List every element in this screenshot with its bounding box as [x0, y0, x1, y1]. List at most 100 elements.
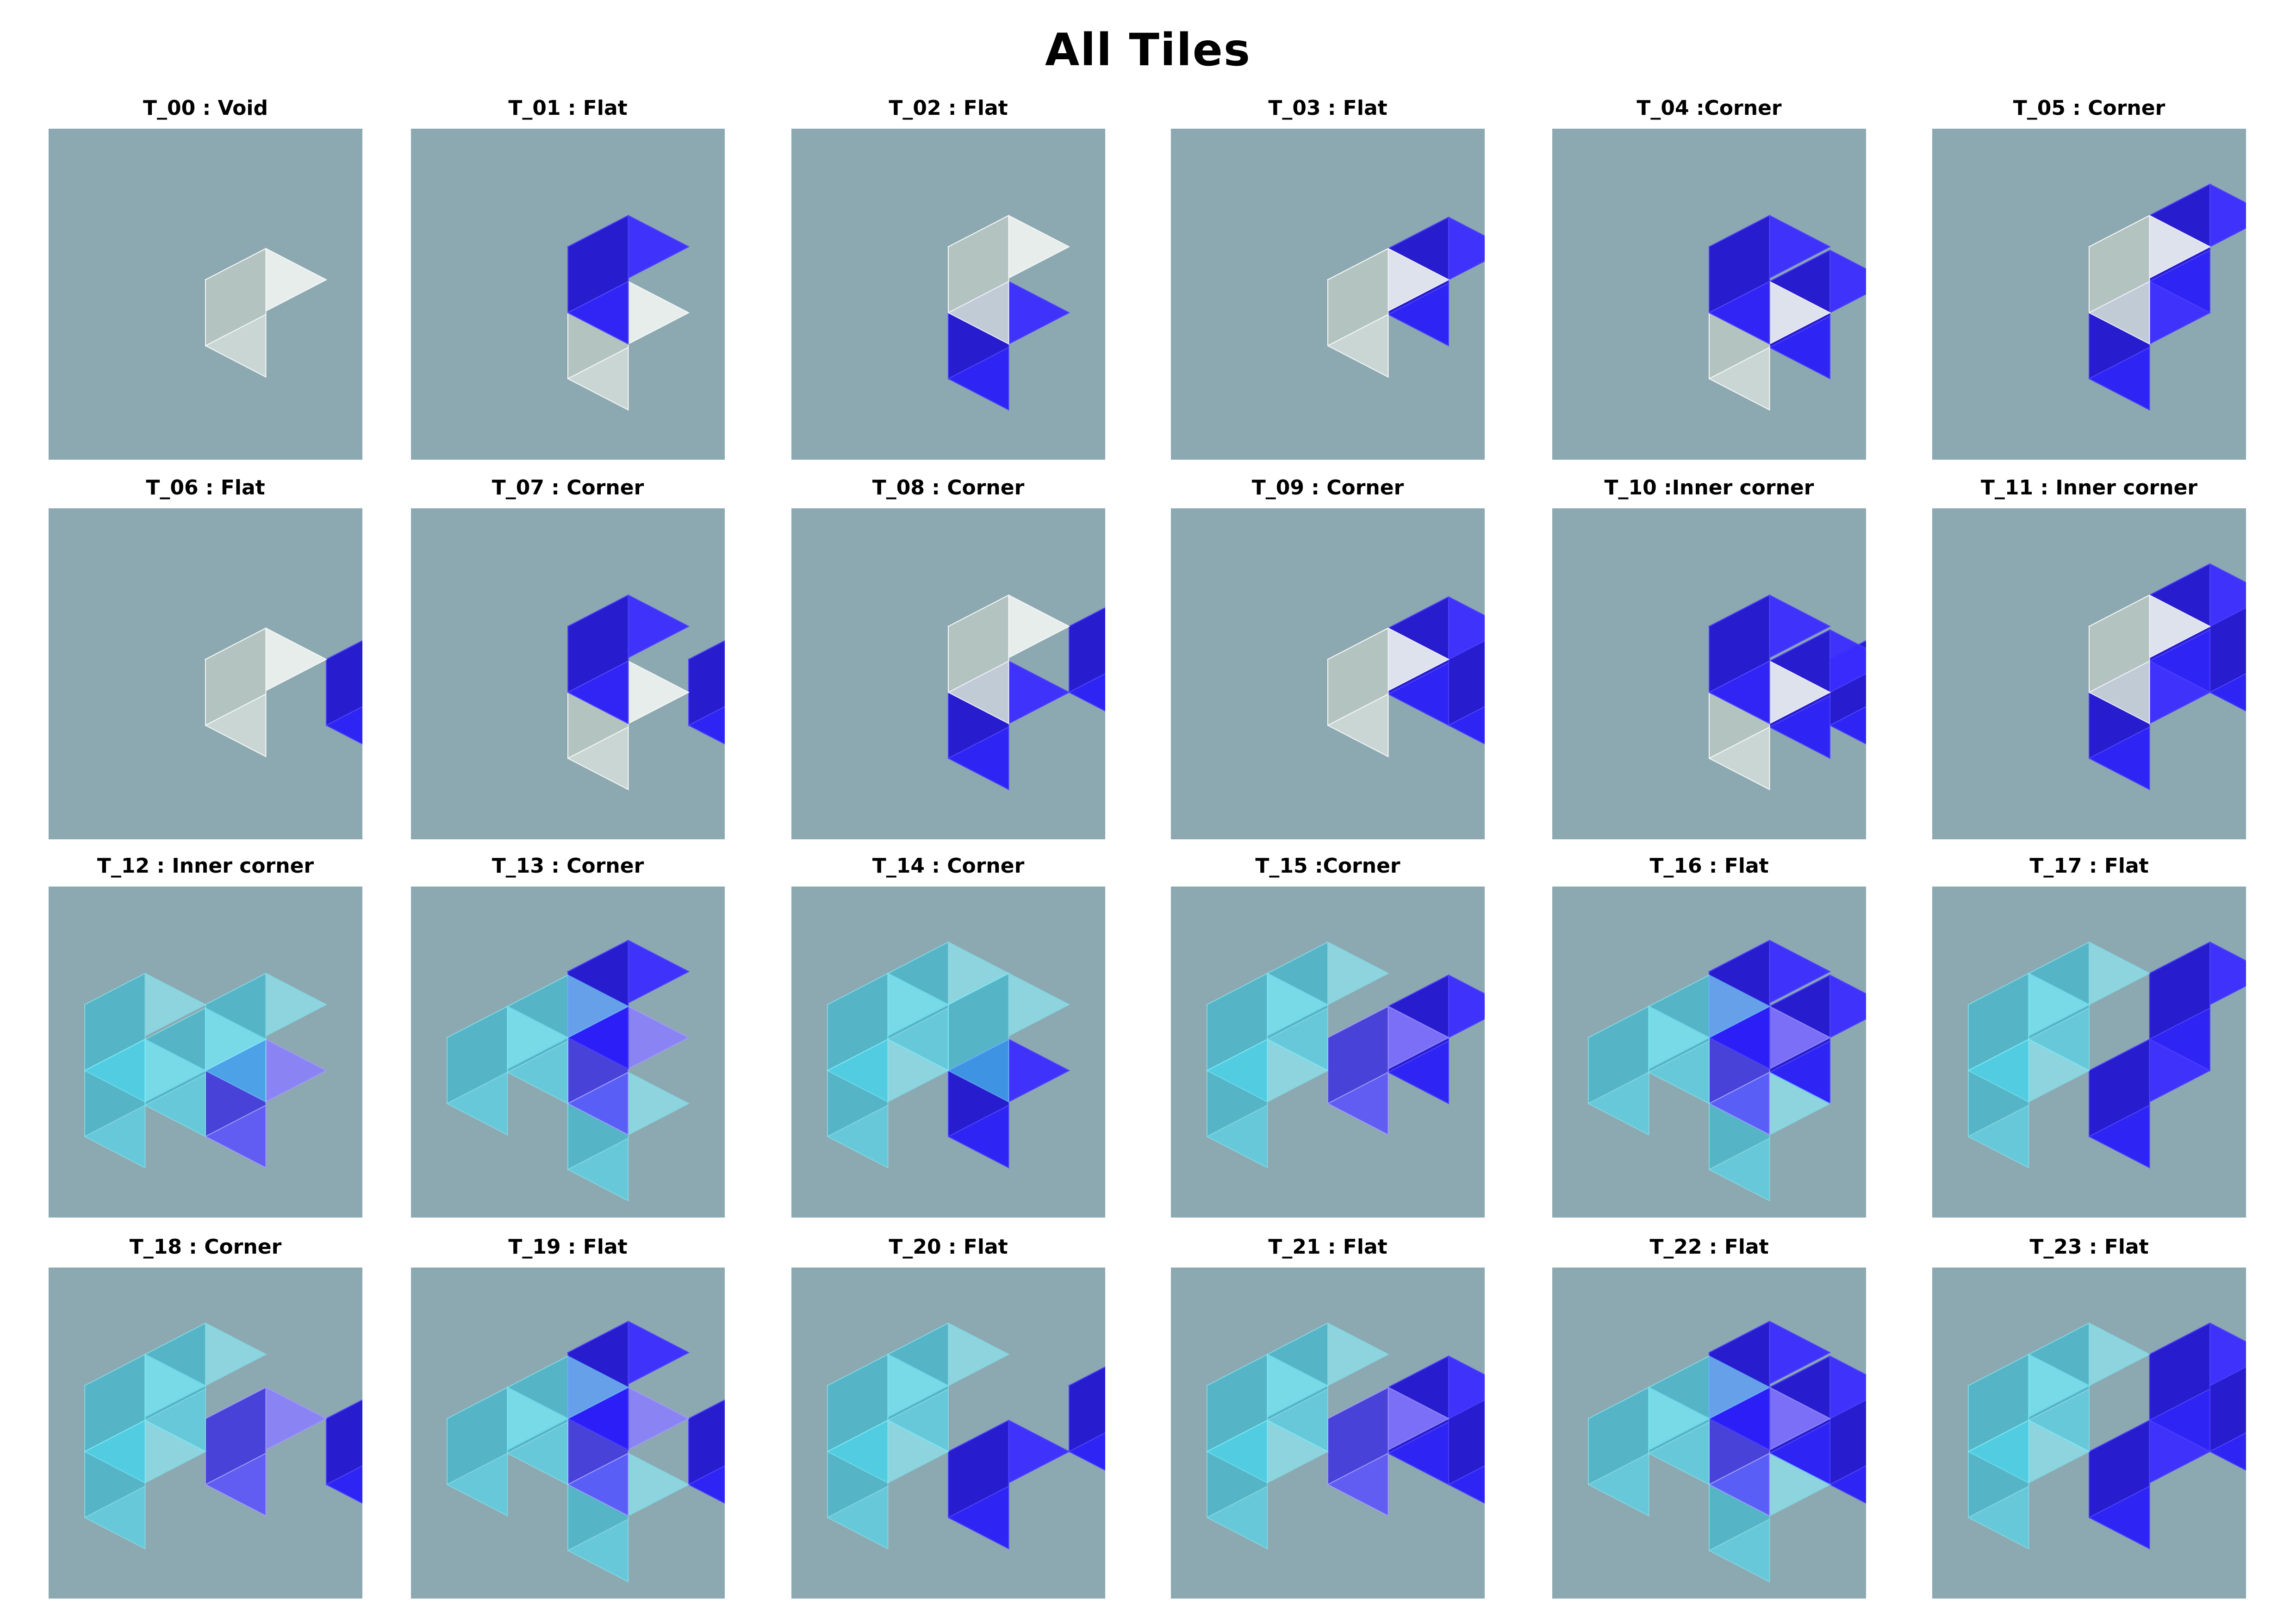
tile-render	[411, 129, 725, 460]
cube	[826, 972, 950, 1103]
tile-render	[411, 508, 725, 839]
cube	[687, 1399, 725, 1504]
cube	[1068, 607, 1105, 712]
tile: T_01 : Flat	[411, 96, 725, 460]
tile-label: T_00 : Void	[143, 96, 268, 120]
tile: T_09 : Corner	[1171, 476, 1485, 839]
tile-label: T_12 : Inner corner	[97, 854, 314, 878]
cube	[446, 1006, 569, 1136]
tile-label: T_05 : Corner	[2013, 96, 2165, 120]
tile-label: T_15 :Corner	[1255, 854, 1400, 878]
cube	[1326, 1006, 1450, 1136]
tile: T_21 : Flat	[1171, 1235, 1485, 1599]
cube	[1326, 627, 1450, 757]
tile: T_06 : Flat	[49, 476, 362, 839]
tile-label: T_02 : Flat	[889, 96, 1008, 120]
cube	[947, 972, 1070, 1103]
tile-label: T_04 :Corner	[1636, 96, 1782, 120]
tile: T_00 : Void	[49, 96, 362, 460]
cube	[1206, 1353, 1329, 1484]
tile-render	[791, 1268, 1105, 1599]
tile-render	[1932, 508, 2246, 839]
cube	[826, 1353, 950, 1484]
tile: T_15 :Corner	[1171, 854, 1485, 1218]
tile-label: T_14 : Corner	[872, 854, 1025, 878]
cube	[2088, 1419, 2211, 1550]
tile-render	[1171, 508, 1485, 839]
cube	[947, 1419, 1070, 1550]
cube	[1447, 1399, 1485, 1504]
cube	[687, 640, 725, 745]
tile: T_18 : Corner	[49, 1235, 362, 1599]
tile: T_04 :Corner	[1552, 96, 1866, 460]
tile-label: T_13 : Corner	[492, 854, 644, 878]
tile-label: T_10 :Inner corner	[1604, 476, 1814, 500]
tile-label: T_23 : Flat	[2029, 1235, 2149, 1259]
cube	[83, 1353, 207, 1484]
tile-label: T_18 : Corner	[129, 1235, 282, 1259]
cube	[1829, 1399, 1866, 1504]
tile-render	[49, 887, 362, 1218]
tile: T_22 : Flat	[1552, 1235, 1866, 1599]
tile-label: T_06 : Flat	[146, 476, 265, 500]
tile-label: T_20 : Flat	[889, 1235, 1008, 1259]
cube	[204, 248, 328, 378]
tile-render	[791, 508, 1105, 839]
cube	[1587, 1006, 1711, 1136]
cube	[2088, 214, 2211, 345]
cube	[204, 1387, 328, 1517]
cube	[947, 214, 1070, 345]
tile: T_17 : Flat	[1932, 854, 2246, 1218]
tile-render	[791, 887, 1105, 1218]
tile: T_05 : Corner	[1932, 96, 2246, 460]
cube	[446, 1387, 569, 1517]
tile: T_13 : Corner	[411, 854, 725, 1218]
cube	[1967, 972, 2091, 1103]
cube	[566, 594, 690, 725]
tile-label: T_19 : Flat	[508, 1235, 628, 1259]
tile-render	[1171, 129, 1485, 460]
tile-render	[1552, 887, 1866, 1218]
tile: T_14 : Corner	[791, 854, 1105, 1218]
tile: T_02 : Flat	[791, 96, 1105, 460]
tile-label: T_17 : Flat	[2029, 854, 2149, 878]
cube	[947, 594, 1070, 725]
cube	[1967, 1353, 2091, 1484]
tile-label: T_22 : Flat	[1649, 1235, 1769, 1259]
tile-render	[1552, 129, 1866, 460]
cube	[1326, 248, 1450, 378]
tile-label: T_07 : Corner	[492, 476, 644, 500]
cube	[1708, 214, 1831, 345]
tile: T_03 : Flat	[1171, 96, 1485, 460]
tile-render	[1552, 1268, 1866, 1599]
tile-render	[411, 887, 725, 1218]
tile-label: T_01 : Flat	[508, 96, 628, 120]
cube	[1068, 1366, 1105, 1471]
tile-render	[49, 1268, 362, 1599]
tile-render	[1171, 1268, 1485, 1599]
tile-label: T_08 : Corner	[872, 476, 1025, 500]
tile-label: T_16 : Flat	[1649, 854, 1769, 878]
tile-render	[1171, 887, 1485, 1218]
cube	[1326, 1387, 1450, 1517]
page-title: All Tiles	[1045, 24, 1251, 76]
tile: T_08 : Corner	[791, 476, 1105, 839]
tile: T_16 : Flat	[1552, 854, 1866, 1218]
cube	[2088, 1038, 2211, 1169]
cube	[325, 1399, 362, 1504]
cube	[1206, 972, 1329, 1103]
tile-render	[411, 1268, 725, 1599]
cube	[2088, 594, 2211, 725]
cube	[1708, 594, 1831, 725]
tile-render	[49, 129, 362, 460]
tile: T_20 : Flat	[791, 1235, 1105, 1599]
tile: T_12 : Inner corner	[49, 854, 362, 1218]
tile-label: T_03 : Flat	[1268, 96, 1388, 120]
tile-render	[1932, 887, 2246, 1218]
tile: T_11 : Inner corner	[1932, 476, 2246, 839]
cube	[325, 640, 362, 745]
tile: T_19 : Flat	[411, 1235, 725, 1599]
tile-label: T_09 : Corner	[1251, 476, 1404, 500]
cube	[1587, 1387, 1711, 1517]
tile-render	[791, 129, 1105, 460]
